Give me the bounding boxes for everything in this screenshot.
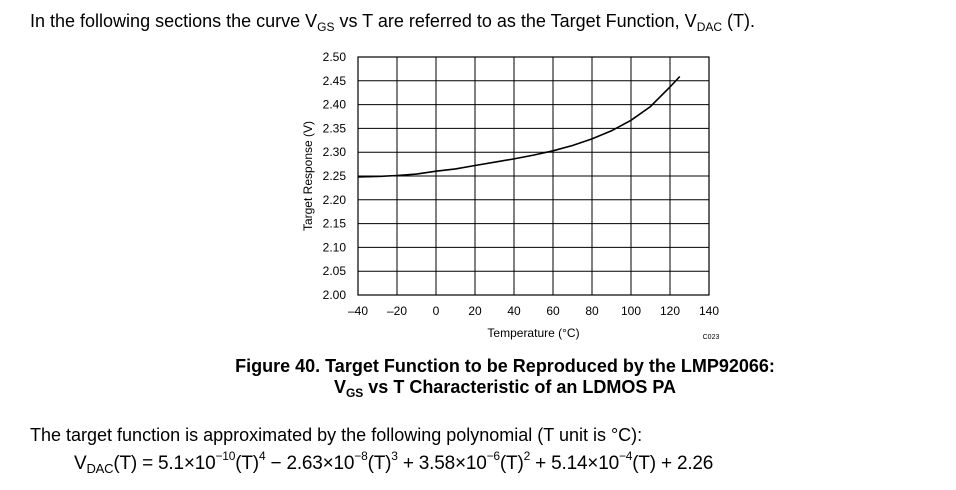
x-tick-label: 20 xyxy=(468,304,482,318)
chart-grid xyxy=(357,56,710,296)
intro-part2: vs T are referred to as the Target Funct… xyxy=(334,11,697,31)
y-tick-label: 2.40 xyxy=(323,98,347,112)
caption-rest: vs T Characteristic of an LDMOS PA xyxy=(363,377,677,397)
intro-subscript-gs: GS xyxy=(317,20,335,34)
x-tick-label: 140 xyxy=(699,304,719,318)
y-tick-label: 2.30 xyxy=(323,145,347,159)
x-tick-label: 0 xyxy=(433,304,440,318)
x-tick-label: –20 xyxy=(387,304,407,318)
y-tick-label: 2.20 xyxy=(323,193,347,207)
x-tick-label: 100 xyxy=(621,304,641,318)
x-axis-label: Temperature (°C) xyxy=(487,326,579,340)
x-tick-label: –40 xyxy=(348,304,368,318)
y-tick-label: 2.45 xyxy=(323,74,347,88)
y-tick-label: 2.50 xyxy=(323,50,347,64)
target-function-curve xyxy=(357,75,681,178)
x-tick-labels: –40 –20 0 20 40 60 80 100 120 140 xyxy=(348,304,719,318)
intro-part1: In the following sections the curve V xyxy=(30,11,318,31)
intro-part3: (T). xyxy=(722,11,756,31)
y-axis-label: Target Response (V) xyxy=(301,121,315,231)
intro-subscript-dac: DAC xyxy=(696,20,723,34)
y-tick-label: 2.25 xyxy=(323,169,347,183)
x-tick-label: 80 xyxy=(585,304,599,318)
figure-caption-line1: Figure 40. Target Function to be Reprodu… xyxy=(235,356,775,376)
x-tick-label: 120 xyxy=(660,304,680,318)
paragraph-text: The target function is approximated by t… xyxy=(30,425,643,445)
x-tick-label: 60 xyxy=(546,304,560,318)
caption-subscript-gs: GS xyxy=(345,386,364,400)
y-tick-label: 2.15 xyxy=(323,217,347,231)
target-function-chart: 2.00 2.05 2.10 2.15 2.20 2.25 2.30 2.35 2.40 2.45… xyxy=(301,50,720,341)
y-tick-label: 2.35 xyxy=(323,121,347,135)
y-tick-labels: 2.00 2.05 2.10 2.15 2.20 2.25 2.30 2.35 2.40 2.45… xyxy=(323,50,347,302)
caption-v: V xyxy=(333,377,346,397)
y-tick-label: 2.00 xyxy=(323,288,347,302)
figure-code-label: C023 xyxy=(703,334,720,341)
polynomial-formula: VDAC(T) = 5.1×10−10(T)4 − 2.63×10−8(T)3 … xyxy=(74,449,714,476)
x-tick-label: 40 xyxy=(507,304,521,318)
y-tick-label: 2.05 xyxy=(323,264,347,278)
plot-frame xyxy=(357,56,710,296)
figure-caption-line2: VGS vs T Characteristic of an LDMOS PA xyxy=(0,377,956,400)
y-tick-label: 2.10 xyxy=(323,240,347,254)
intro-text: In the following sections the curve VGS … xyxy=(30,11,756,34)
